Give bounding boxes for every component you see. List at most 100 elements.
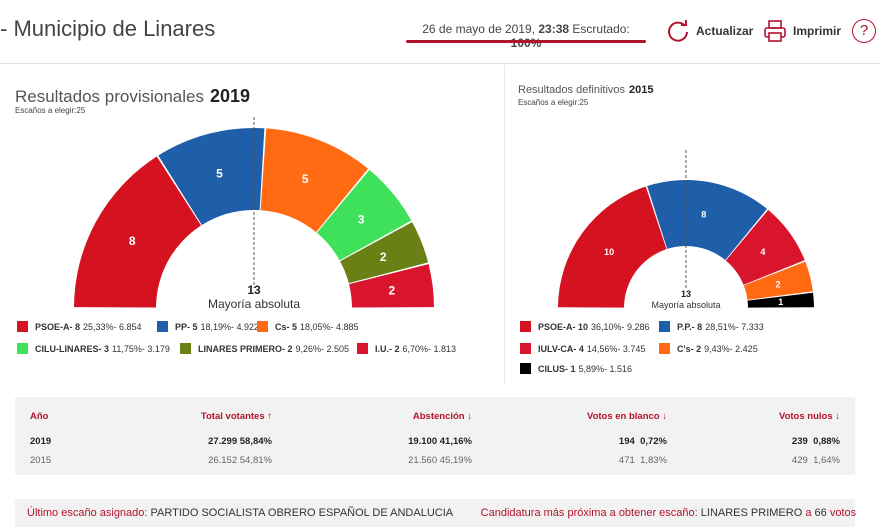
seat-count-label: 5: [302, 172, 309, 186]
refresh-icon: [668, 20, 688, 42]
col-abstention-header[interactable]: Abstención ↓: [413, 411, 472, 422]
col-blank-header[interactable]: Votos en blanco ↓: [587, 411, 667, 422]
seat-arc-linares-primero[interactable]: [340, 222, 429, 284]
legend-item-c-s[interactable]: C's- 2 9,43%- 2.425: [659, 343, 758, 354]
seat-arc-p-p[interactable]: [647, 180, 767, 260]
legend-party-detail: 28,51%- 7.333: [705, 321, 764, 332]
legend-item-cilus[interactable]: CILUS- 1 5,89%- 1.516: [520, 363, 632, 374]
voters-header-label: Total votantes: [200, 411, 265, 422]
legend-party-seats: CILU-LINARES- 3: [35, 343, 109, 354]
null-value: 429: [791, 455, 808, 466]
majority-label: Mayoría absoluta: [208, 297, 300, 311]
null-value: 239: [791, 436, 808, 447]
legend-party-detail: 6,70%- 1.813: [402, 343, 457, 354]
seat-count-label: 4: [760, 247, 765, 257]
legend-item-psoe-a[interactable]: PSOE-A- 8 25,33%- 6.854: [17, 321, 142, 332]
next-seat-votes-suffix: votos: [829, 507, 857, 519]
voters-value: 26.152: [208, 455, 238, 466]
legend-party-seats: IULV-CA- 4: [538, 343, 584, 354]
seat-arc-psoe-a[interactable]: [74, 156, 202, 308]
print-button[interactable]: Imprimir: [763, 18, 841, 44]
legend-party-detail: 9,26%- 2.505: [295, 343, 350, 354]
legend-party-seats: C's- 2: [677, 343, 702, 354]
col-voters-header[interactable]: Total votantes ↑: [201, 411, 272, 422]
seat-arc-cs[interactable]: [260, 128, 369, 233]
seat-arc-cilu-linares[interactable]: [316, 169, 412, 261]
election-date: 26 de mayo de 2019,: [422, 22, 535, 36]
null-pct: 1,64%: [813, 455, 840, 466]
arrow-down-icon: ↓: [835, 411, 840, 422]
scrutiny-progress-bar: [406, 40, 646, 43]
seat-arc-psoe-a[interactable]: [558, 186, 667, 308]
majority-label: Mayoría absoluta: [651, 300, 720, 310]
legend-party-seats: CILUS- 1: [538, 363, 576, 374]
voters-pct: 58,84%: [239, 436, 272, 447]
row-2015-null: 429 1,64%: [792, 455, 840, 466]
stats-table: Año Total votantes ↑ Abstención ↓ Votos …: [15, 397, 855, 475]
results-2015-title: Resultados definitivos 2015: [518, 84, 654, 96]
seat-arc-iulv-ca[interactable]: [725, 209, 805, 285]
help-icon[interactable]: ?: [852, 19, 876, 43]
refresh-label: Actualizar: [696, 24, 754, 38]
seat-count-label: 8: [129, 234, 136, 248]
legend-item-psoe-a[interactable]: PSOE-A- 10 36,10%- 9.286: [520, 321, 650, 332]
seat-count-label: 10: [604, 247, 614, 257]
legend-item-p-p[interactable]: P.P.- 8 28,51%- 7.333: [659, 321, 764, 332]
abstention-pct: 45,19%: [439, 455, 472, 466]
legend-swatch: [17, 343, 28, 354]
voters-value: 27.299: [208, 436, 238, 447]
next-seat-party: LINARES PRIMERO: [700, 507, 803, 519]
seat-count-label: 2: [380, 250, 387, 264]
seat-count-label: 8: [701, 210, 706, 220]
arrow-down-icon: ↓: [467, 411, 472, 422]
next-seat-label: Candidatura más próxima a obtener escaño…: [480, 507, 698, 519]
legend-party-seats: P.P.- 8: [677, 321, 703, 332]
row-2019-blank: 194 0,72%: [619, 436, 667, 447]
legend-swatch: [520, 343, 531, 354]
page-title: - Municipio de Linares: [0, 16, 216, 41]
seats-value: 25: [76, 106, 86, 115]
legend-item-cilu-linares[interactable]: CILU-LINARES- 3 11,75%- 3.179: [17, 343, 170, 354]
col-null-header[interactable]: Votos nulos ↓: [779, 411, 840, 422]
legend-item-iulv-ca[interactable]: IULV-CA- 4 14,56%- 3.745: [520, 343, 645, 354]
seat-arc-c-s[interactable]: [743, 261, 813, 300]
majority-value: 13: [681, 289, 691, 299]
seat-info-footer: Último escaño asignado: PARTIDO SOCIALIS…: [15, 499, 857, 527]
abstention-value: 19.100: [408, 436, 438, 447]
legend-item-pp[interactable]: PP- 5 18,19%- 4.922: [157, 321, 259, 332]
seat-count-label: 2: [776, 279, 781, 289]
seat-arc-i-u[interactable]: [349, 264, 434, 308]
next-seat-votes: 66: [814, 507, 827, 519]
last-seat-value: PARTIDO SOCIALISTA OBRERO ESPAÑOL DE AND…: [150, 507, 453, 519]
row-2019-year: 2019: [30, 436, 52, 447]
legend-party-detail: 18,05%- 4.885: [300, 321, 359, 332]
col-year-header: Año: [30, 411, 49, 422]
legend-party-detail: 11,75%- 3.179: [112, 343, 170, 354]
abstention-header-label: Abstención: [412, 411, 465, 422]
legend-item-cs[interactable]: Cs- 5 18,05%- 4.885: [257, 321, 359, 332]
legend-swatch: [17, 321, 28, 332]
row-2015-voters: 26.152 54,81%: [208, 455, 272, 466]
legend-item-i-u[interactable]: I.U.- 2 6,70%- 1.813: [357, 343, 456, 354]
row-2015-abstention: 21.560 45,19%: [408, 455, 472, 466]
next-seat-mid: a: [805, 507, 812, 519]
results-2019-year: 2019: [210, 86, 251, 106]
voters-pct: 54,81%: [239, 455, 272, 466]
seats-value: 25: [579, 98, 589, 107]
seat-arc-cilus[interactable]: [747, 292, 814, 308]
majority-value: 13: [247, 283, 261, 297]
legend-item-linares-primero[interactable]: LINARES PRIMERO- 2 9,26%- 2.505: [180, 343, 349, 354]
scrutiny-status: 26 de mayo de 2019, 23:38 Escrutado: 100…: [406, 19, 646, 50]
page-header: - Municipio de Linares 26 de mayo de 201…: [0, 0, 881, 64]
print-label: Imprimir: [793, 24, 842, 38]
row-2015-blank: 471 1,83%: [619, 455, 667, 466]
legend-swatch: [357, 343, 368, 354]
legend-party-detail: 5,89%- 1.516: [578, 363, 633, 374]
seats-label: Escaños a elegir:: [15, 106, 77, 115]
results-2019-title: Resultados provisionales 2019: [15, 86, 250, 107]
legend-party-seats: LINARES PRIMERO- 2: [198, 343, 293, 354]
legend-party-detail: 18,19%- 4.922: [200, 321, 260, 332]
seat-arc-pp[interactable]: [158, 127, 265, 225]
refresh-button[interactable]: Actualizar: [666, 18, 753, 44]
